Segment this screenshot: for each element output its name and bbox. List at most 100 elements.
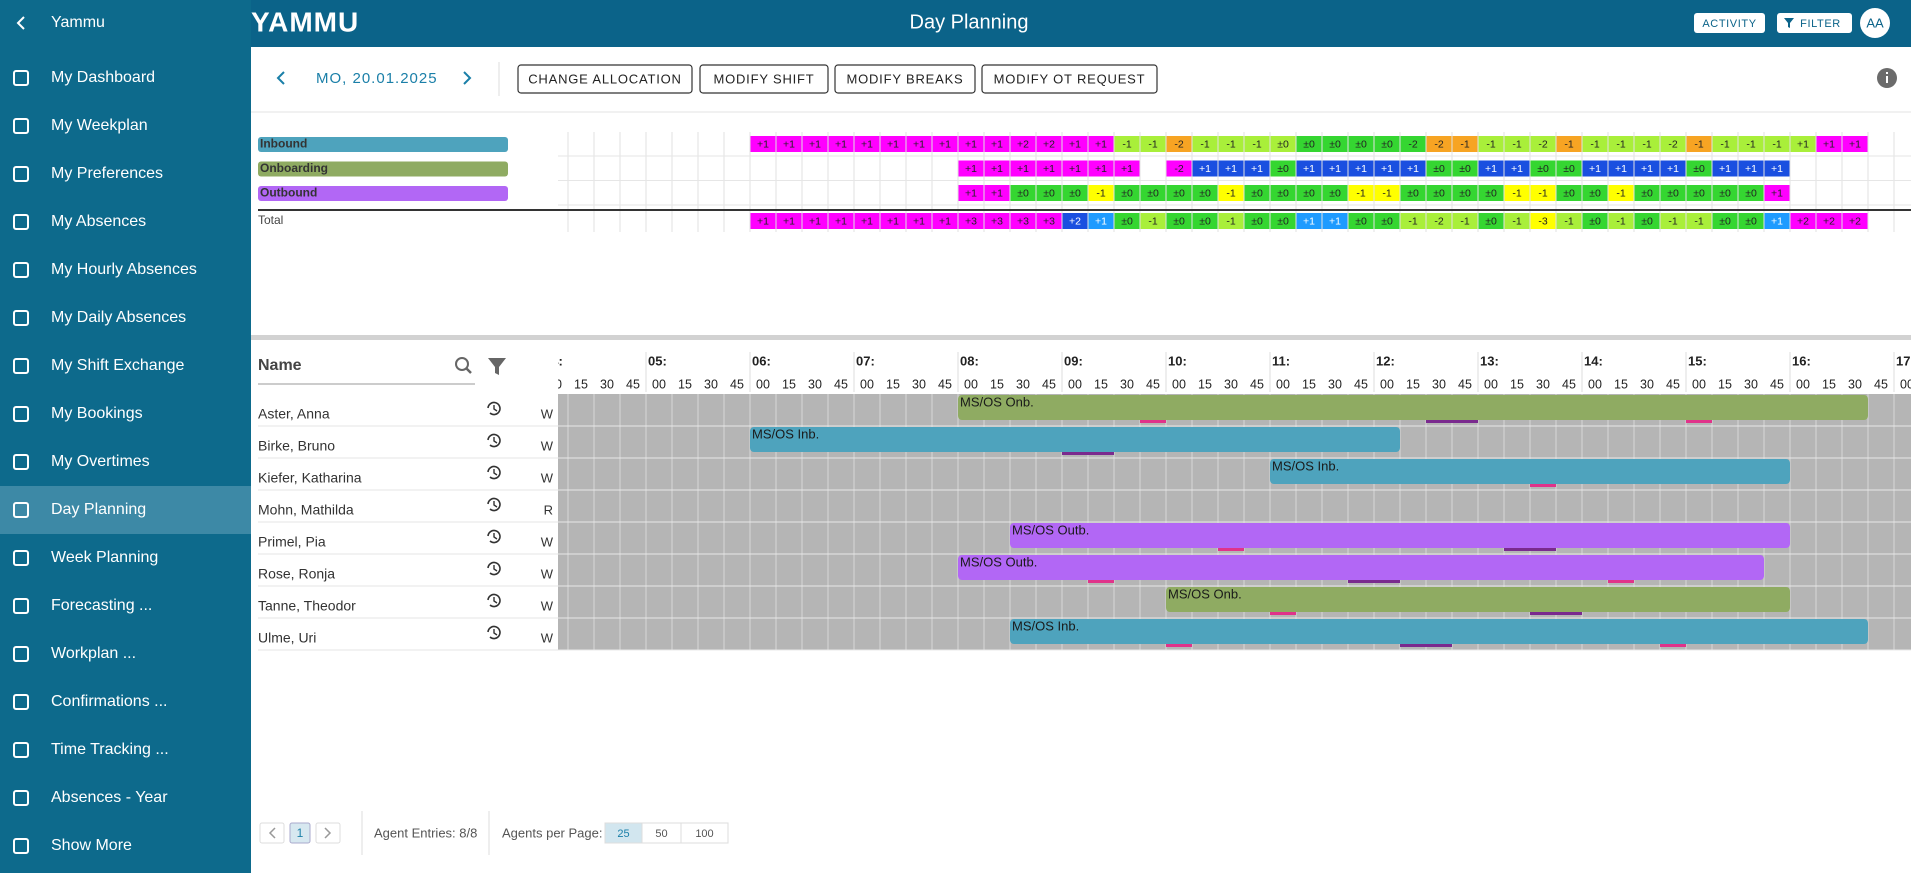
sidebar-item[interactable]: Day Planning	[0, 486, 251, 534]
sidebar-label[interactable]: My Dashboard	[51, 69, 155, 86]
hour-label: 17:	[1896, 353, 1911, 368]
toolbar-button-label[interactable]: MODIFY SHIFT	[713, 71, 814, 86]
shift[interactable]: MS/OS Onb.	[1166, 586, 1790, 612]
per-page-option[interactable]: 100	[680, 822, 729, 844]
sidebar-item[interactable]: Week Planning	[13, 549, 158, 566]
sidebar-label[interactable]: My Hourly Absences	[51, 261, 197, 278]
per-page-value[interactable]: 25	[617, 828, 629, 840]
sidebar-label[interactable]: Workplan ...	[51, 645, 136, 662]
history-icon[interactable]	[487, 465, 501, 480]
sidebar-label[interactable]: My Shift Exchange	[51, 357, 185, 374]
sidebar-label[interactable]: My Daily Absences	[51, 309, 186, 326]
sidebar-collapse[interactable]	[16, 16, 25, 30]
page-current[interactable]	[289, 822, 311, 844]
agent-name: Primel, Pia	[258, 534, 326, 550]
header-button-label[interactable]: FILTER	[1800, 18, 1841, 30]
sidebar-label[interactable]: Time Tracking ...	[51, 741, 169, 758]
sidebar-item[interactable]: Show More	[13, 837, 132, 854]
sidebar-item[interactable]: My Shift Exchange	[13, 357, 185, 374]
demand-cell	[1088, 136, 1114, 152]
search-handle	[465, 367, 472, 374]
agent-name: Aster, Anna	[258, 406, 330, 422]
per-page-value[interactable]: 50	[655, 828, 667, 840]
shift[interactable]: MS/OS Onb.	[958, 394, 1868, 420]
history-hand	[493, 533, 498, 540]
shift[interactable]: MS/OS Inb.	[1270, 458, 1790, 484]
toolbar-button-label[interactable]: MODIFY BREAKS	[846, 71, 963, 86]
sidebar-item[interactable]: Absences - Year	[13, 789, 168, 806]
sidebar-label[interactable]: My Preferences	[51, 165, 163, 182]
search-circle	[455, 357, 469, 371]
history-icon[interactable]	[487, 593, 501, 608]
sidebar-label[interactable]: Week Planning	[51, 549, 158, 566]
sidebar-item[interactable]: Time Tracking ...	[13, 741, 169, 758]
sidebar-item[interactable]: My Daily Absences	[13, 309, 186, 326]
filter-column-icon[interactable]	[488, 358, 506, 375]
demand-cell-label: +1	[1381, 163, 1393, 175]
page-prev[interactable]	[259, 822, 285, 844]
history-icon[interactable]	[487, 433, 501, 448]
toolbar-button[interactable]: CHANGE ALLOCATION	[517, 64, 693, 94]
sidebar-label[interactable]: My Weekplan	[51, 117, 148, 134]
sidebar-item[interactable]: My Hourly Absences	[13, 261, 197, 278]
history-icon[interactable]	[487, 497, 501, 512]
sidebar-label[interactable]: Confirmations ...	[51, 693, 167, 710]
sidebar-item[interactable]: My Overtimes	[13, 453, 150, 470]
demand-cell-label: -1	[1642, 138, 1651, 150]
sidebar-item[interactable]: My Preferences	[13, 165, 163, 182]
per-page-option[interactable]: 50	[641, 822, 682, 844]
toolbar-button[interactable]: MODIFY OT REQUEST	[981, 64, 1158, 94]
sidebar-icon	[13, 118, 29, 134]
per-page-option[interactable]: 25	[604, 822, 643, 844]
header-button[interactable]: ACTIVITY	[1694, 13, 1765, 33]
sidebar-item[interactable]: Forecasting ...	[13, 597, 152, 614]
history-icon[interactable]	[487, 561, 501, 576]
demand-cell	[1686, 136, 1712, 152]
demand-cell	[1764, 160, 1790, 177]
sidebar-label[interactable]: Show More	[51, 837, 132, 854]
history-icon[interactable]	[487, 529, 501, 544]
search-icon[interactable]	[455, 357, 472, 374]
demand-cell-label: +1	[1589, 163, 1601, 175]
hour-label: 12:	[1376, 353, 1395, 368]
history-icon[interactable]	[487, 401, 501, 416]
minute-label: 15	[574, 377, 588, 391]
demand-cell-label: +2	[1849, 215, 1861, 227]
sidebar-label[interactable]: Forecasting ...	[51, 597, 152, 614]
sidebar-item[interactable]: My Dashboard	[13, 69, 155, 86]
sidebar-label[interactable]: My Bookings	[51, 405, 143, 422]
toolbar-button-label[interactable]: CHANGE ALLOCATION	[528, 71, 682, 86]
page-next[interactable]	[315, 822, 341, 844]
demand-cell-label: +1	[757, 215, 769, 227]
demand-cell	[1478, 160, 1504, 177]
toolbar-button-label[interactable]: MODIFY OT REQUEST	[994, 71, 1146, 86]
demand-cell	[750, 136, 776, 152]
sidebar-label[interactable]: My Absences	[51, 213, 146, 230]
sidebar-label[interactable]: Absences - Year	[51, 789, 168, 806]
sidebar-label[interactable]: My Overtimes	[51, 453, 150, 470]
shift[interactable]: MS/OS Inb.	[750, 426, 1400, 452]
header-button-label[interactable]: ACTIVITY	[1702, 18, 1756, 30]
demand-cell-label: -1	[1694, 138, 1703, 150]
demand-cell	[1270, 160, 1296, 177]
shift[interactable]: MS/OS Outb.	[958, 554, 1764, 580]
history-icon[interactable]	[487, 625, 501, 640]
avatar[interactable]	[1860, 8, 1890, 38]
toolbar-button[interactable]: MODIFY SHIFT	[699, 64, 829, 94]
sidebar-item[interactable]: My Bookings	[13, 405, 143, 422]
shift[interactable]: MS/OS Outb.	[1010, 522, 1790, 548]
date-prev[interactable]	[276, 71, 285, 85]
per-page-value[interactable]: 100	[695, 828, 713, 840]
demand-cell-label: -3	[1538, 215, 1547, 227]
toolbar-button[interactable]: MODIFY BREAKS	[834, 64, 976, 94]
sidebar-item[interactable]: My Absences	[13, 213, 146, 230]
sidebar-item[interactable]: Workplan ...	[13, 645, 136, 662]
header-button[interactable]: FILTER	[1777, 13, 1852, 33]
sidebar-label[interactable]: Day Planning	[51, 501, 146, 518]
sidebar-item[interactable]: My Weekplan	[13, 117, 148, 134]
shift[interactable]: MS/OS Inb.	[1010, 618, 1868, 644]
date-next[interactable]	[463, 71, 472, 85]
demand-cell-label: -2	[1174, 163, 1183, 175]
sidebar-item[interactable]: Confirmations ...	[13, 693, 167, 710]
info-icon[interactable]	[1877, 68, 1897, 88]
